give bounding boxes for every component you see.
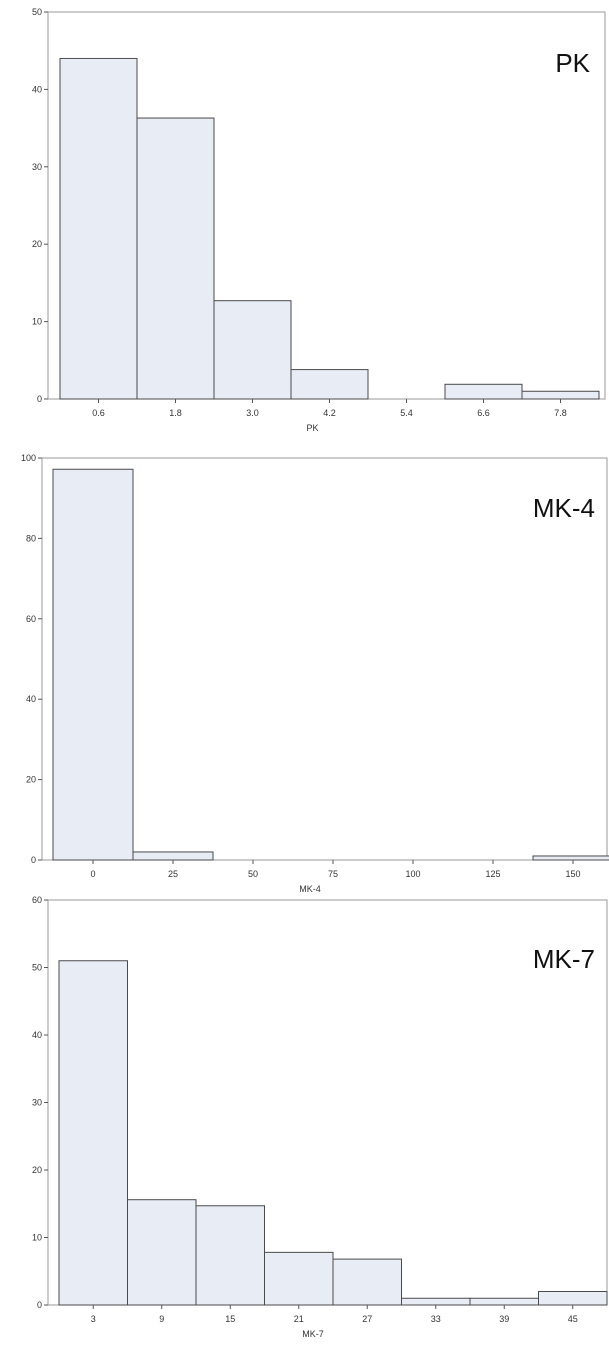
x-tick-label: 33 [431, 1314, 441, 1324]
chart-panel-pk: 0 10 20 30 40 50 0.6 1.8 3.0 4.2 5.4 6.6 7.8 PK PK [32, 7, 606, 433]
y-tick-label: 60 [26, 614, 36, 624]
x-tick-label: 150 [565, 869, 580, 879]
y-tick-label: 20 [26, 775, 36, 785]
y-tick-label: 40 [32, 1030, 42, 1040]
bar-27 [332, 1258, 402, 1306]
y-tick-label: 10 [32, 317, 42, 327]
x-axis-title: MK-7 [302, 1329, 324, 1339]
bar-6.6 [444, 383, 523, 400]
x-tick-label: 5.4 [400, 408, 413, 418]
bar-7.8 [521, 390, 600, 400]
plot-frame [41, 457, 608, 861]
x-tick-label: 25 [168, 869, 178, 879]
y-tick-label: 20 [32, 1165, 42, 1175]
x-tick-label: 100 [405, 869, 420, 879]
y-tick-label: 30 [32, 162, 42, 172]
x-tick-label: 27 [362, 1314, 372, 1324]
x-tick-label: 0 [90, 869, 95, 879]
x-tick-label: 6.6 [477, 408, 490, 418]
y-tick-label: 20 [32, 239, 42, 249]
bar-45 [538, 1291, 608, 1306]
bar-15 [195, 1205, 265, 1306]
bar-3 [58, 960, 128, 1306]
y-tick-label: 0 [31, 855, 36, 865]
bar-33 [401, 1297, 471, 1306]
bar-0 [52, 468, 134, 861]
panel-label: PK [555, 48, 590, 78]
x-tick-label: 3 [91, 1314, 96, 1324]
bar-3.0 [213, 300, 292, 400]
y-tick-label: 50 [32, 963, 42, 973]
bar-0.6 [59, 57, 138, 400]
bar-39 [469, 1297, 539, 1306]
bar-21 [264, 1251, 334, 1306]
x-tick-label: 75 [328, 869, 338, 879]
x-axis-title: PK [306, 423, 318, 433]
y-tick-label: 30 [32, 1098, 42, 1108]
y-tick-label: 100 [21, 453, 36, 463]
y-tick-label: 40 [32, 84, 42, 94]
x-tick-label: 7.8 [554, 408, 567, 418]
x-tick-label: 125 [485, 869, 500, 879]
x-tick-label: 0.6 [92, 408, 105, 418]
chart-panel-mk-4: 0 20 40 60 80 100 0 25 50 75 100 125 150 MK-4 MK-4 [21, 453, 609, 894]
bar-1.8 [136, 117, 215, 400]
y-tick-label: 40 [26, 694, 36, 704]
x-axis-title: MK-4 [299, 884, 321, 894]
bar-9 [127, 1199, 197, 1306]
x-tick-label: 3.0 [246, 408, 259, 418]
x-tick-label: 9 [159, 1314, 164, 1324]
bar-4.2 [290, 369, 369, 400]
y-tick-label: 50 [32, 7, 42, 17]
panel-label: MK-4 [533, 493, 595, 523]
y-tick-label: 0 [37, 394, 42, 404]
x-tick-label: 4.2 [323, 408, 336, 418]
bar-25 [132, 851, 214, 861]
bar-150 [532, 855, 609, 861]
x-tick-label: 39 [499, 1314, 509, 1324]
y-tick-label: 80 [26, 533, 36, 543]
x-tick-label: 21 [294, 1314, 304, 1324]
x-tick-label: 45 [568, 1314, 578, 1324]
x-tick-label: 1.8 [169, 408, 182, 418]
y-tick-label: 60 [32, 895, 42, 905]
panel-label: MK-7 [533, 944, 595, 974]
y-tick-label: 0 [37, 1300, 42, 1310]
x-tick-label: 15 [225, 1314, 235, 1324]
x-tick-label: 50 [248, 869, 258, 879]
y-tick-label: 10 [32, 1233, 42, 1243]
